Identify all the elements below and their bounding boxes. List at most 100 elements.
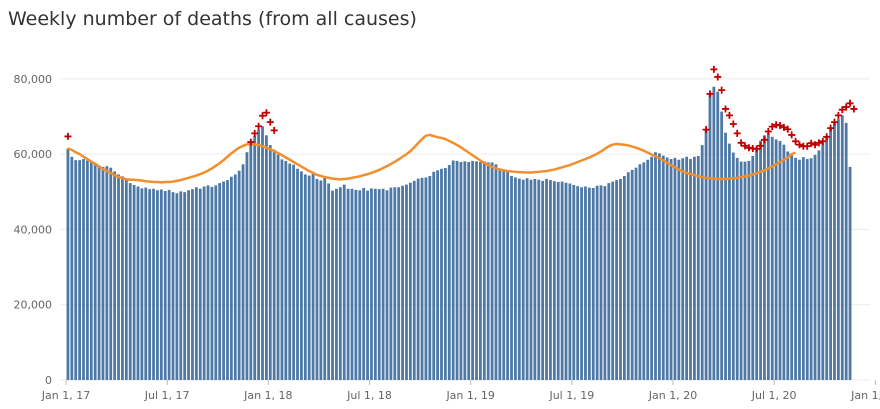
bar bbox=[817, 150, 821, 380]
bar bbox=[591, 188, 595, 380]
bar bbox=[459, 162, 463, 380]
excess-marker bbox=[729, 120, 737, 128]
bar bbox=[490, 162, 494, 380]
bar bbox=[704, 129, 708, 380]
bar bbox=[113, 171, 117, 380]
bar bbox=[101, 166, 105, 380]
y-axis-ticks: 0 20,000 40,000 60,000 80,000 bbox=[14, 73, 53, 387]
bar bbox=[801, 157, 805, 380]
bar bbox=[455, 160, 459, 380]
bar bbox=[148, 189, 152, 380]
bar bbox=[354, 189, 358, 380]
bar bbox=[136, 186, 140, 380]
excess-marker bbox=[741, 142, 749, 150]
bar bbox=[222, 181, 225, 380]
bar bbox=[89, 162, 93, 380]
bar bbox=[654, 152, 657, 380]
bar bbox=[556, 181, 560, 380]
excess-marker bbox=[764, 128, 772, 136]
bar bbox=[545, 178, 548, 380]
x-tick-label: Jan 1, 21 bbox=[850, 389, 880, 402]
bar bbox=[206, 185, 210, 380]
excess-marker bbox=[768, 123, 776, 131]
bar bbox=[362, 188, 366, 380]
expected-deaths-line bbox=[67, 133, 797, 184]
bar bbox=[537, 179, 541, 380]
bar bbox=[766, 133, 770, 380]
bar bbox=[97, 165, 101, 380]
excess-marker bbox=[247, 138, 255, 146]
bar bbox=[194, 187, 198, 380]
bar bbox=[587, 187, 591, 380]
bar bbox=[506, 171, 510, 380]
bar bbox=[327, 183, 331, 380]
bar bbox=[70, 156, 74, 380]
bar bbox=[436, 170, 439, 380]
excess-marker bbox=[714, 73, 722, 81]
bar bbox=[673, 157, 677, 380]
bar bbox=[549, 180, 552, 380]
bar bbox=[78, 160, 82, 380]
bar bbox=[272, 149, 276, 380]
bar bbox=[825, 136, 829, 380]
excess-marker bbox=[262, 109, 270, 117]
excess-marker bbox=[830, 118, 838, 126]
bar bbox=[393, 187, 397, 380]
bar bbox=[121, 176, 124, 380]
bar bbox=[638, 164, 642, 380]
x-tick-label: Jul 1, 17 bbox=[144, 389, 190, 402]
bar bbox=[440, 168, 443, 380]
bar bbox=[657, 153, 661, 380]
excess-marker bbox=[815, 139, 823, 147]
bar bbox=[498, 168, 502, 380]
bar bbox=[786, 151, 790, 380]
bar bbox=[331, 190, 334, 380]
bar bbox=[74, 160, 78, 380]
excess-marker bbox=[795, 141, 803, 149]
bar bbox=[140, 188, 144, 380]
bar bbox=[451, 160, 455, 380]
excess-marker bbox=[780, 123, 788, 131]
bar bbox=[335, 188, 338, 380]
excess-marker bbox=[733, 129, 741, 137]
bar bbox=[338, 187, 342, 380]
bar bbox=[809, 158, 813, 380]
bar bbox=[117, 174, 120, 380]
bar bbox=[836, 119, 840, 380]
bar-series bbox=[66, 86, 852, 381]
bar bbox=[833, 121, 836, 380]
bar bbox=[646, 159, 650, 380]
bar bbox=[622, 175, 626, 380]
bar bbox=[681, 158, 685, 380]
bar bbox=[502, 170, 506, 380]
bar bbox=[257, 129, 261, 380]
bar bbox=[607, 183, 611, 380]
excess-marker bbox=[838, 106, 846, 114]
bar bbox=[720, 111, 724, 380]
bar bbox=[159, 189, 163, 380]
y-tick-label: 40,000 bbox=[14, 223, 53, 236]
bar bbox=[187, 190, 190, 380]
excess-marker bbox=[846, 99, 854, 107]
bar bbox=[214, 185, 218, 380]
bar bbox=[603, 186, 607, 380]
bar bbox=[529, 179, 533, 380]
bar bbox=[358, 190, 362, 380]
bar bbox=[405, 184, 408, 380]
x-tick-label: Jul 1, 18 bbox=[346, 389, 392, 402]
bar bbox=[167, 189, 171, 380]
bar bbox=[552, 181, 556, 380]
bar bbox=[840, 115, 844, 380]
bar bbox=[350, 188, 354, 380]
bar bbox=[716, 91, 720, 380]
excess-marker bbox=[807, 139, 815, 147]
y-tick-label: 80,000 bbox=[14, 73, 53, 86]
bar bbox=[782, 144, 786, 380]
bar bbox=[479, 162, 482, 380]
bar bbox=[475, 161, 478, 380]
bar bbox=[564, 182, 568, 380]
excess-marker bbox=[784, 125, 792, 133]
bar bbox=[739, 161, 743, 380]
bar bbox=[696, 156, 700, 380]
y-tick-label: 60,000 bbox=[14, 148, 53, 161]
